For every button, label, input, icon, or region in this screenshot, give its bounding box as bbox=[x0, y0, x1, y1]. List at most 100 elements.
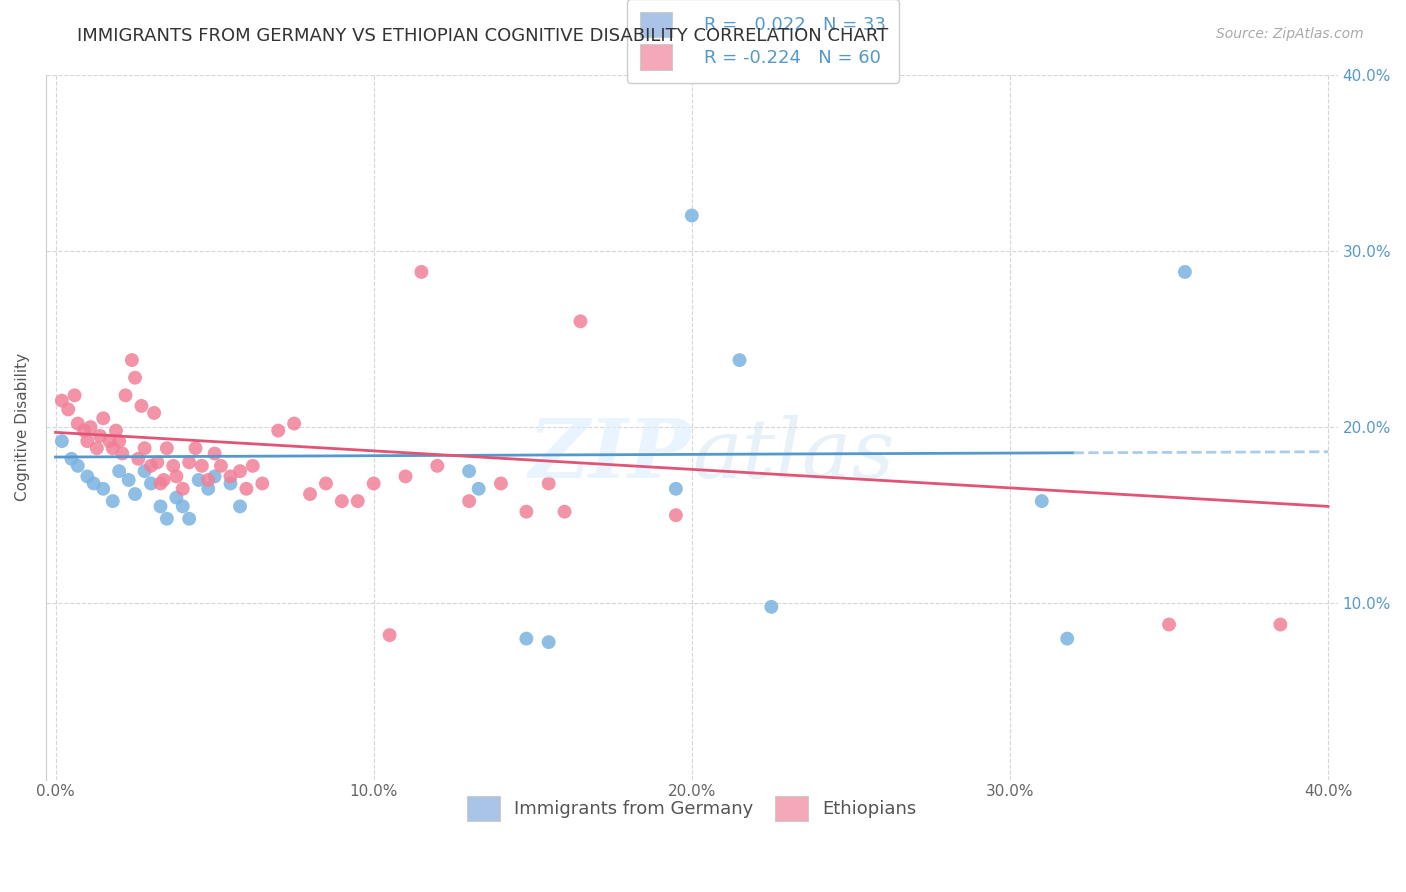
Point bbox=[229, 464, 252, 478]
Point bbox=[346, 494, 368, 508]
Point bbox=[108, 464, 131, 478]
Point bbox=[283, 417, 305, 431]
Point bbox=[108, 434, 131, 449]
Point bbox=[728, 353, 751, 368]
Point bbox=[1031, 494, 1053, 508]
Point bbox=[118, 473, 141, 487]
Point bbox=[172, 500, 194, 514]
Point bbox=[209, 458, 232, 473]
Point bbox=[299, 487, 322, 501]
Point bbox=[458, 464, 481, 478]
Point bbox=[204, 446, 226, 460]
Point bbox=[139, 476, 162, 491]
Point bbox=[149, 476, 172, 491]
Point bbox=[426, 458, 449, 473]
Point bbox=[219, 469, 242, 483]
Point bbox=[411, 265, 433, 279]
Point bbox=[378, 628, 401, 642]
Point bbox=[665, 482, 688, 496]
Point bbox=[229, 500, 252, 514]
Point bbox=[515, 632, 537, 646]
Point bbox=[172, 482, 194, 496]
Point bbox=[1174, 265, 1197, 279]
Point bbox=[219, 476, 242, 491]
Point bbox=[569, 314, 592, 328]
Point bbox=[58, 402, 80, 417]
Point bbox=[191, 458, 214, 473]
Point bbox=[554, 505, 576, 519]
Point bbox=[139, 458, 162, 473]
Point bbox=[91, 482, 114, 496]
Point bbox=[51, 434, 73, 449]
Point bbox=[458, 494, 481, 508]
Point bbox=[394, 469, 416, 483]
Point bbox=[143, 406, 166, 420]
Point bbox=[101, 441, 124, 455]
Point bbox=[152, 473, 174, 487]
Point bbox=[330, 494, 353, 508]
Point bbox=[242, 458, 264, 473]
Point bbox=[111, 446, 134, 460]
Point bbox=[73, 424, 96, 438]
Point bbox=[60, 451, 83, 466]
Point bbox=[98, 434, 121, 449]
Point bbox=[252, 476, 274, 491]
Point bbox=[51, 393, 73, 408]
Point bbox=[197, 473, 219, 487]
Point bbox=[165, 491, 187, 505]
Point bbox=[363, 476, 385, 491]
Point bbox=[79, 420, 101, 434]
Point bbox=[156, 441, 179, 455]
Point bbox=[66, 458, 89, 473]
Point bbox=[76, 434, 98, 449]
Point bbox=[104, 424, 127, 438]
Point bbox=[179, 455, 201, 469]
Point bbox=[124, 487, 146, 501]
Point bbox=[681, 209, 703, 223]
Point bbox=[197, 482, 219, 496]
Point bbox=[315, 476, 337, 491]
Point bbox=[184, 441, 207, 455]
Point bbox=[1270, 617, 1292, 632]
Point bbox=[76, 469, 98, 483]
Point bbox=[1157, 617, 1180, 632]
Point bbox=[156, 512, 179, 526]
Point bbox=[66, 417, 89, 431]
Point bbox=[134, 441, 156, 455]
Point bbox=[127, 451, 149, 466]
Text: ZIP: ZIP bbox=[529, 416, 692, 495]
Point bbox=[1056, 632, 1078, 646]
Legend: Immigrants from Germany, Ethiopians: Immigrants from Germany, Ethiopians bbox=[454, 783, 929, 834]
Point bbox=[187, 473, 209, 487]
Point bbox=[204, 469, 226, 483]
Point bbox=[515, 505, 537, 519]
Point bbox=[235, 482, 257, 496]
Point bbox=[134, 464, 156, 478]
Point bbox=[537, 635, 560, 649]
Text: IMMIGRANTS FROM GERMANY VS ETHIOPIAN COGNITIVE DISABILITY CORRELATION CHART: IMMIGRANTS FROM GERMANY VS ETHIOPIAN COG… bbox=[77, 27, 889, 45]
Point bbox=[761, 599, 783, 614]
Point bbox=[101, 494, 124, 508]
Y-axis label: Cognitive Disability: Cognitive Disability bbox=[15, 353, 30, 501]
Point bbox=[179, 512, 201, 526]
Point bbox=[537, 476, 560, 491]
Text: Source: ZipAtlas.com: Source: ZipAtlas.com bbox=[1216, 27, 1364, 41]
Point bbox=[63, 388, 86, 402]
Point bbox=[162, 458, 184, 473]
Point bbox=[89, 429, 111, 443]
Point bbox=[86, 441, 108, 455]
Point bbox=[114, 388, 136, 402]
Point bbox=[149, 500, 172, 514]
Point bbox=[267, 424, 290, 438]
Point bbox=[131, 399, 153, 413]
Point bbox=[83, 476, 105, 491]
Point bbox=[489, 476, 512, 491]
Point bbox=[91, 411, 114, 425]
Point bbox=[121, 353, 143, 368]
Point bbox=[124, 370, 146, 384]
Text: atlas: atlas bbox=[692, 416, 894, 495]
Point bbox=[146, 455, 169, 469]
Point bbox=[467, 482, 489, 496]
Point bbox=[665, 508, 688, 523]
Point bbox=[165, 469, 187, 483]
